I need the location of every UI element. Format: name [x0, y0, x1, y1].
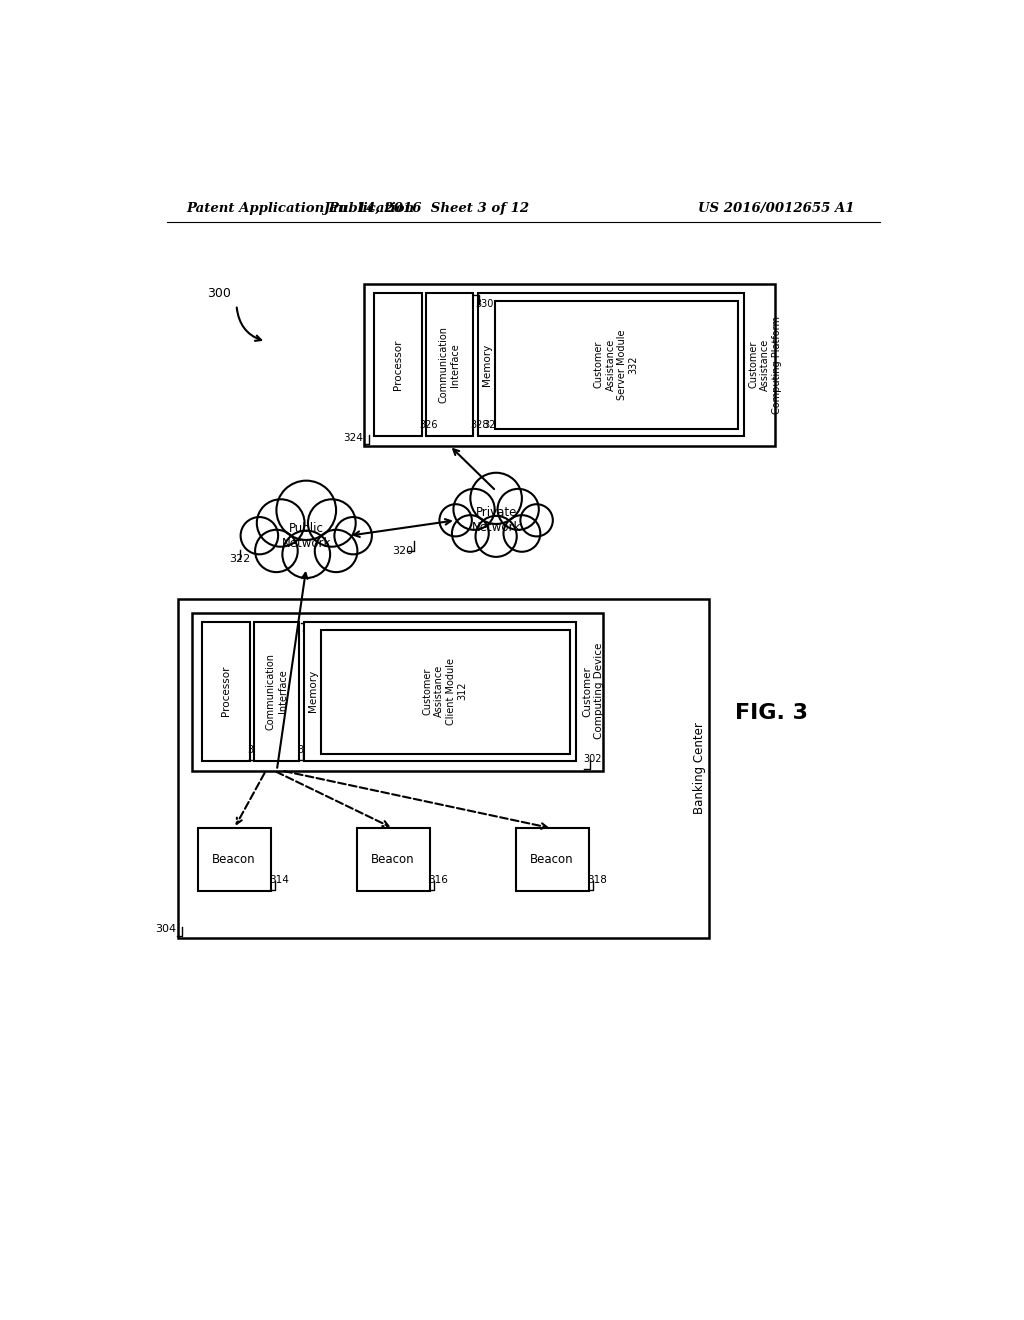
- Text: 302: 302: [584, 755, 602, 764]
- Text: Beacon: Beacon: [530, 853, 573, 866]
- Circle shape: [452, 515, 488, 552]
- Bar: [356, 829, 430, 891]
- Text: Beacon: Beacon: [372, 853, 415, 866]
- Bar: [365, 284, 775, 446]
- Bar: [321, 630, 569, 754]
- Bar: [374, 293, 422, 437]
- Circle shape: [308, 499, 355, 546]
- Circle shape: [257, 499, 304, 546]
- Text: 316: 316: [428, 875, 447, 886]
- Bar: [495, 301, 738, 429]
- Bar: [477, 293, 744, 437]
- Text: Patent Application Publication: Patent Application Publication: [186, 202, 415, 215]
- Text: 324: 324: [343, 433, 362, 444]
- Text: FIG. 3: FIG. 3: [735, 702, 808, 723]
- Bar: [193, 612, 603, 771]
- Text: 330: 330: [475, 298, 494, 309]
- Circle shape: [314, 529, 357, 572]
- Text: Beacon: Beacon: [212, 853, 256, 866]
- Text: Customer
Assistance
Client Module
312: Customer Assistance Client Module 312: [423, 657, 467, 725]
- Text: 328: 328: [483, 420, 502, 430]
- Text: 320: 320: [392, 546, 414, 556]
- Bar: [304, 622, 575, 762]
- Bar: [178, 599, 710, 937]
- Text: Private
Network: Private Network: [471, 507, 521, 535]
- Circle shape: [439, 504, 472, 536]
- Text: 326: 326: [420, 420, 438, 430]
- Circle shape: [504, 515, 541, 552]
- Text: Memory: Memory: [308, 671, 318, 713]
- Text: US 2016/0012655 A1: US 2016/0012655 A1: [697, 202, 854, 215]
- Text: Public
Network: Public Network: [282, 521, 331, 549]
- Text: Communication
Interface: Communication Interface: [266, 653, 288, 730]
- Text: 328: 328: [471, 420, 489, 430]
- Circle shape: [475, 516, 517, 557]
- Text: 308: 308: [297, 746, 315, 755]
- Circle shape: [520, 504, 553, 536]
- Text: Memory: Memory: [482, 343, 492, 385]
- Text: Customer
Assistance
Computing Platform: Customer Assistance Computing Platform: [749, 315, 781, 413]
- Bar: [426, 293, 473, 437]
- Circle shape: [241, 517, 279, 554]
- Circle shape: [454, 488, 495, 529]
- Circle shape: [255, 529, 298, 572]
- Text: 304: 304: [155, 924, 176, 933]
- Text: 318: 318: [587, 875, 606, 886]
- Text: 306: 306: [248, 746, 265, 755]
- Circle shape: [283, 531, 330, 578]
- Text: Customer
Assistance
Server Module
332: Customer Assistance Server Module 332: [594, 330, 639, 400]
- Text: 310: 310: [302, 624, 319, 634]
- Text: 300: 300: [208, 286, 231, 300]
- Bar: [254, 622, 299, 762]
- Circle shape: [470, 473, 522, 524]
- Text: Banking Center: Banking Center: [692, 722, 706, 814]
- Circle shape: [498, 488, 539, 529]
- Circle shape: [335, 517, 372, 554]
- Text: Processor: Processor: [392, 339, 402, 389]
- Text: 314: 314: [269, 875, 289, 886]
- Bar: [198, 829, 271, 891]
- Bar: [515, 829, 589, 891]
- Text: Communication
Interface: Communication Interface: [439, 326, 461, 404]
- Bar: [202, 622, 250, 762]
- Circle shape: [276, 480, 336, 540]
- Text: Customer
Computing Device: Customer Computing Device: [583, 643, 604, 739]
- Text: Processor: Processor: [220, 667, 230, 717]
- Text: Jan. 14, 2016  Sheet 3 of 12: Jan. 14, 2016 Sheet 3 of 12: [324, 202, 529, 215]
- Text: 322: 322: [228, 554, 250, 564]
